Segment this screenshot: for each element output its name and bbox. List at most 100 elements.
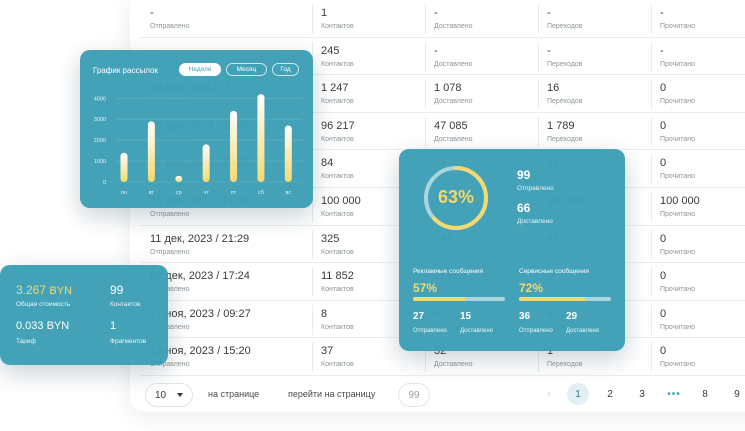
page-button-8[interactable]: 8 [702,388,708,400]
cell-contacts: 96 217 Контактов [321,120,355,143]
cell-contacts: 100 000 Контактов [321,195,361,218]
ads-progress-bar [413,297,505,301]
column-divider [312,4,313,34]
ads-title: Рекламные сообщения [413,268,484,275]
x-tick-label: пн [121,190,127,196]
cell-read-label: Прочитано [660,98,695,106]
prev-page-icon[interactable]: ‹ [547,388,551,400]
chart-title: График рассылок [93,66,158,75]
column-divider [312,192,313,222]
cell-clicks-label: Переходов [547,60,583,68]
page-button-1[interactable]: 1 [567,383,589,405]
cell-read-label: Прочитано [660,248,695,256]
cell-date-label: Отправлено [150,23,190,30]
cell-contacts-value: 37 [321,345,334,358]
cell-delivered-value: - [434,44,438,57]
per-page-value: 10 [155,389,167,401]
cell-read-value: 100 000 [660,195,700,207]
service-percent: 72% [519,281,544,295]
cell-clicks-value: 1 [547,345,554,358]
column-divider [425,116,426,147]
bar-вт[interactable] [147,121,155,182]
cell-contacts-label: Контактов [321,135,354,143]
cell-contacts-value: 1 [321,7,328,19]
cell-contacts-value: 11 852 [321,270,354,283]
cell-delivered-value: 1 078 [434,82,462,95]
column-divider [538,342,539,373]
column-divider [651,116,652,147]
cell-clicks: 1 789 Переходов [547,120,582,143]
sent-count: 99 [517,168,531,182]
cell-date: 13 ноя, 2023 / 15:20 Отправлено [150,345,251,368]
cell-date-value: 17 ноя, 2023 / 09:27 [150,307,251,320]
bar-сб[interactable] [257,94,265,182]
cell-delivered-label: Доставлено [434,361,473,369]
cell-read-label: Прочитано [660,60,695,68]
per-page-select[interactable]: 10 [145,383,193,407]
tariff-label: Тариф [16,338,36,345]
cell-contacts: 325 Контактов [321,233,354,256]
column-divider [312,342,313,373]
page-button-9[interactable]: 9 [734,388,740,400]
cell-contacts: 1 247 Контактов [321,82,354,105]
cell-contacts-label: Контактов [321,248,354,256]
ads-delivered-label: Доставлено [460,328,494,334]
x-tick-label: сб [258,190,264,196]
contacts-label: Контактов [110,301,141,308]
column-divider [312,304,313,335]
column-divider [425,4,426,34]
cell-delivered: 47 085 Доставлено [434,120,473,143]
y-tick-label: 2000 [94,138,106,144]
cell-contacts: 8 Контактов [321,308,354,331]
service-progress-bar [519,297,611,301]
column-divider [425,342,426,373]
cell-contacts-value: 100 000 [321,195,361,207]
cell-date-label: Отправлено [150,361,190,369]
fragments-count: 1 [110,320,117,332]
column-divider [651,79,652,110]
column-divider [538,41,539,72]
tab-week[interactable]: Неделя [179,63,221,76]
cell-read-label: Прочитано [660,286,695,294]
bar-пн[interactable] [120,152,128,182]
tab-year[interactable]: Год [272,63,299,76]
page-button-2[interactable]: 2 [607,388,613,400]
bar-чт[interactable] [202,144,210,182]
column-divider [538,116,539,147]
tab-month[interactable]: Месяц [226,63,267,76]
page-button-3[interactable]: 3 [639,388,645,400]
column-divider [651,4,652,34]
cell-contacts-value: 8 [321,307,328,320]
column-divider [651,267,652,298]
page-ellipsis: ••• [667,388,681,400]
cell-read-value: 0 [660,270,667,283]
cell-read-value: 0 [660,307,667,320]
service-delivered-label: Доставлено [566,328,600,334]
cell-read-label: Прочитано [660,23,695,30]
cell-read: 0 Прочитано [660,270,695,293]
x-tick-label: чт [203,190,209,196]
column-divider [538,79,539,110]
service-sent-count: 36 [519,311,531,322]
column-divider [651,192,652,222]
cell-date-value: 02 дек, 2023 / 17:24 [150,270,250,283]
delivery-panel: 63% 99 Отправлено 66 Доставлено Рекламны… [399,149,625,351]
cell-clicks: - Переходов [547,7,582,30]
column-divider [538,4,539,34]
cell-contacts-value: 1 247 [321,82,349,95]
table-row[interactable]: 13 ноя, 2023 / 15:20 Отправлено 37 Контакто… [140,338,745,376]
total-cost-label: Общая стоимость [16,301,71,308]
cell-contacts: 1 Контактов [321,7,354,30]
bar-пт[interactable] [230,110,238,182]
cell-clicks-label: Переходов [547,135,583,143]
sent-label: Отправлено [517,185,554,192]
bar-ср[interactable] [175,175,183,182]
column-divider [312,229,313,260]
cell-date-value: 11 дек, 2023 / 21:29 [150,232,250,245]
service-title: Сервисные сообщения [519,268,589,275]
delivered-label: Доставлено [517,218,553,225]
bar-вс[interactable] [284,125,292,182]
table-row[interactable]: - Отправлено 1 Контактов - Доставлено - Переход… [140,0,745,38]
cell-contacts: 11 852 Контактов [321,270,354,293]
goto-page-input[interactable]: 99 [398,383,430,407]
